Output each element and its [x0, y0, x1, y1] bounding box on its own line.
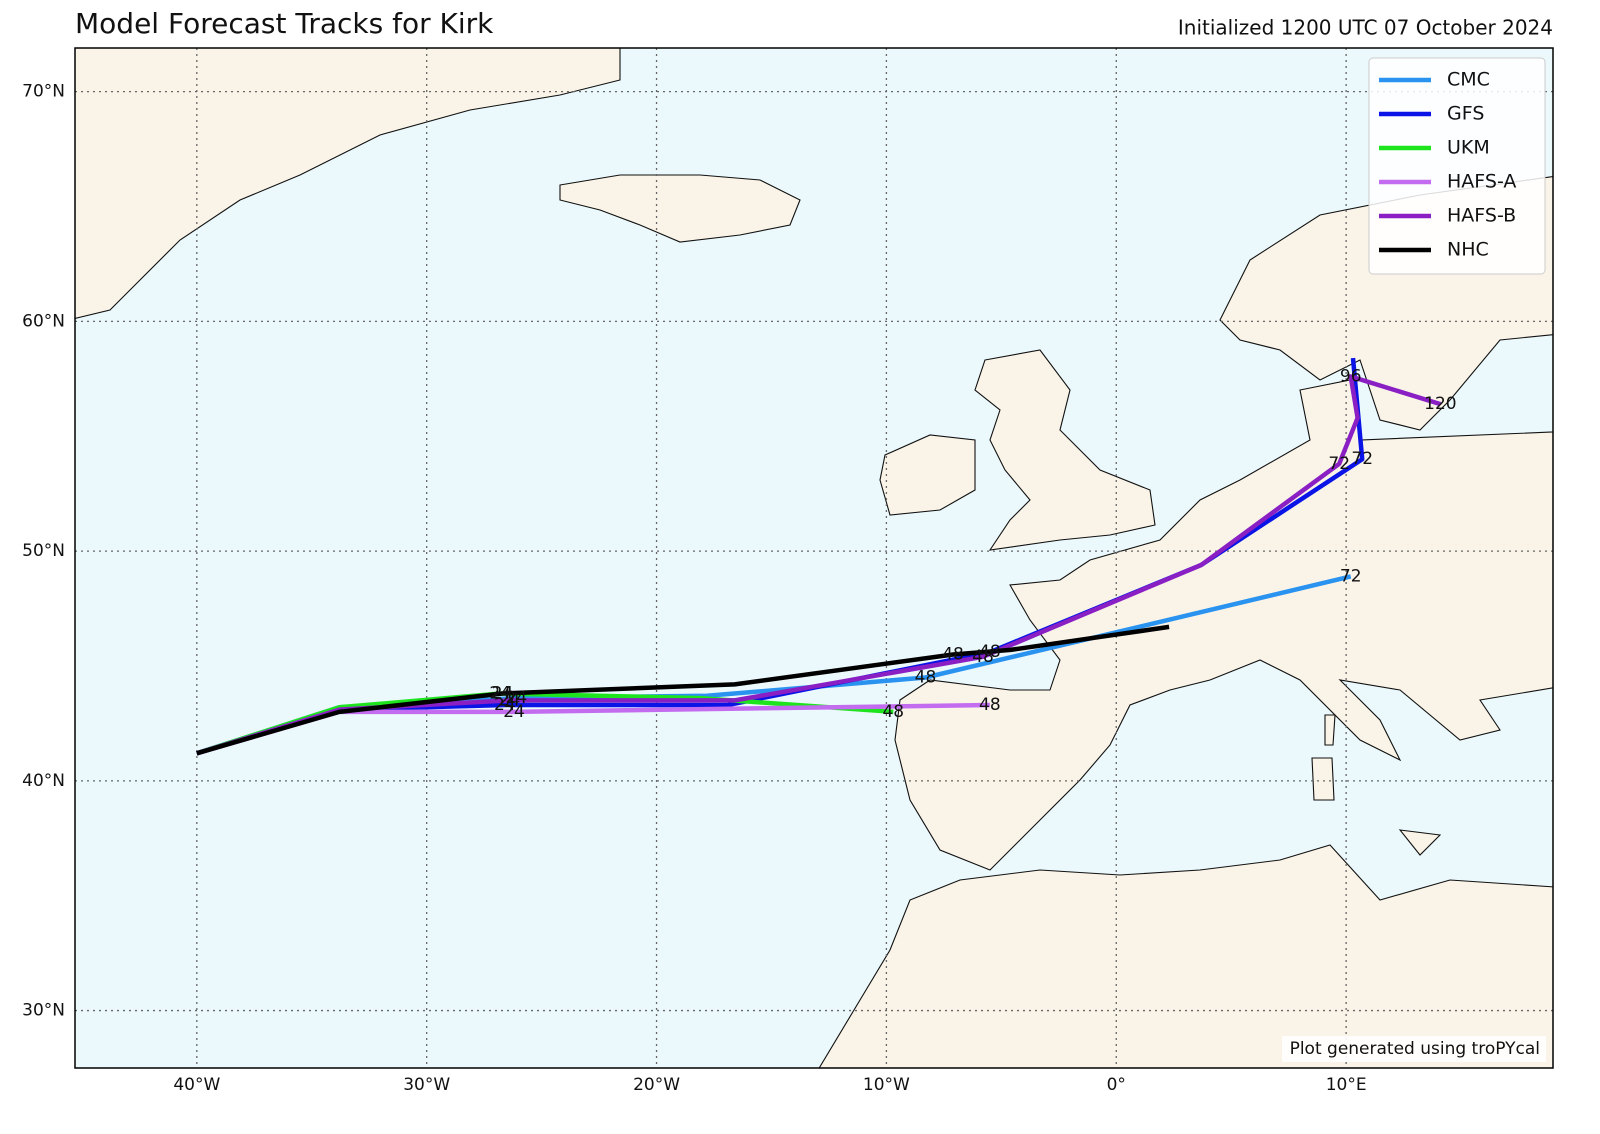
track-line [196, 624, 1170, 756]
hour-label: 24 [499, 690, 521, 710]
hour-label: 72 [1328, 454, 1350, 474]
hour-label: 24 [503, 702, 525, 722]
hour-label: 24 [489, 684, 511, 704]
legend-label: UKM [1447, 137, 1490, 159]
x-tick-label: 10°W [863, 1075, 910, 1095]
x-tick-label: 0° [1107, 1075, 1126, 1095]
y-tick-label: 30°N [22, 1001, 65, 1021]
legend-label: CMC [1447, 69, 1490, 91]
chart-title: Model Forecast Tracks for Kirk [75, 7, 494, 40]
legend: CMC GFS UKM HAFS-A HAFS-B NHC [1368, 57, 1546, 275]
hour-label: 72 [1351, 449, 1373, 469]
legend-label: GFS [1447, 103, 1484, 125]
x-tick-label: 20°W [633, 1075, 680, 1095]
hour-label: 48 [972, 647, 994, 667]
chart-subtitle: Initialized 1200 UTC 07 October 2024 [1178, 16, 1553, 40]
credit-note: Plot generated using troPYcal [1290, 1039, 1540, 1059]
legend-label: HAFS-A [1447, 171, 1516, 193]
y-tick-label: 50°N [22, 541, 65, 561]
legend-label: NHC [1447, 239, 1489, 261]
track-line [196, 374, 1442, 756]
hour-label: 120 [1424, 394, 1456, 414]
legend-label: HAFS-B [1447, 205, 1516, 227]
hour-label: 48 [915, 667, 937, 687]
hour-label: 24 [506, 688, 528, 708]
hour-label: 72 [1340, 566, 1362, 586]
x-tick-label: 30°W [403, 1075, 450, 1095]
grid [75, 48, 1553, 1068]
hour-label: 24 [494, 695, 516, 715]
hour-label: 24 [492, 684, 514, 704]
land [75, 48, 1553, 1068]
hour-label: 48 [942, 644, 964, 664]
x-tick-label: 10°E [1326, 1075, 1367, 1095]
y-tick-label: 60°N [22, 311, 65, 331]
frame [74, 47, 1554, 1069]
hour-label: 48 [979, 695, 1001, 715]
x-tick-label: 40°W [173, 1075, 220, 1095]
hour-label: 48 [979, 642, 1001, 662]
y-tick-label: 70°N [22, 82, 65, 102]
hour-label: 48 [882, 702, 904, 722]
hour-label: 96 [1340, 367, 1362, 387]
y-tick-label: 40°N [22, 771, 65, 791]
note-box [1282, 1036, 1546, 1062]
